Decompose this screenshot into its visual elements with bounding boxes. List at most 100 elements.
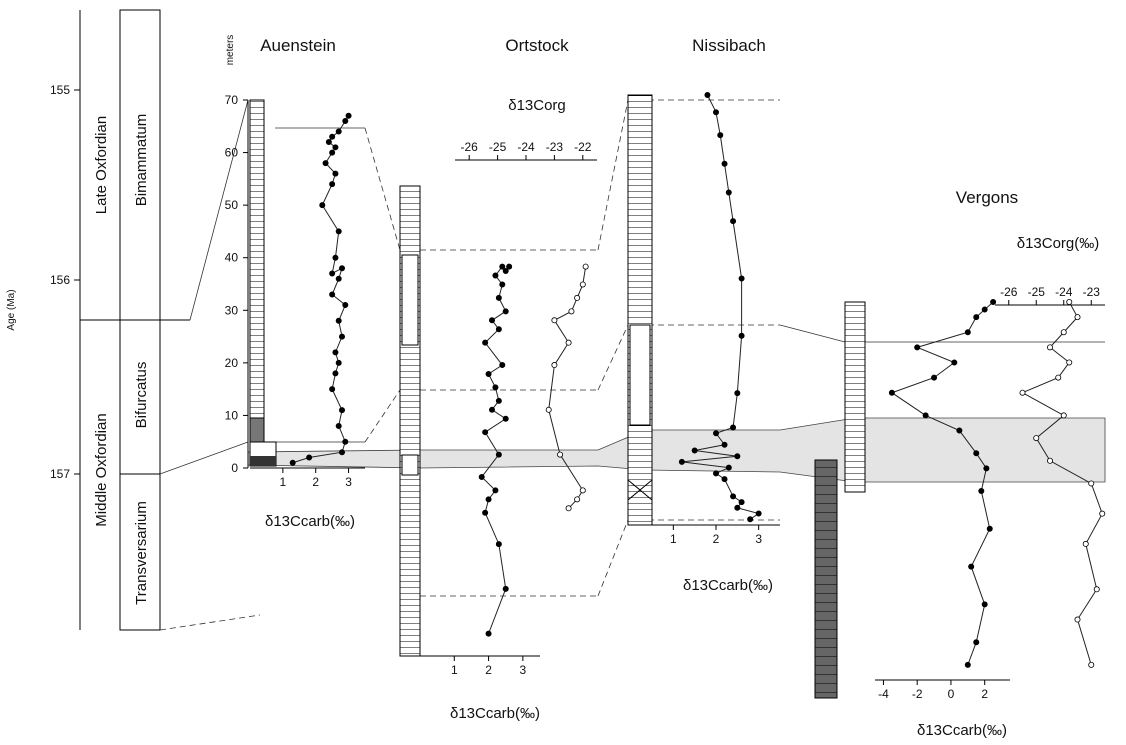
data-point bbox=[717, 132, 724, 139]
data-point bbox=[1088, 480, 1095, 487]
data-point bbox=[1060, 329, 1067, 336]
data-point bbox=[551, 317, 558, 324]
data-point bbox=[730, 218, 737, 225]
stage-late-oxfordian: Late Oxfordian bbox=[93, 116, 110, 214]
data-point bbox=[499, 362, 506, 369]
data-point bbox=[964, 329, 971, 336]
data-point bbox=[1066, 359, 1073, 366]
data-point bbox=[557, 451, 564, 458]
correlation-lines bbox=[159, 99, 1105, 631]
title-auenstein: Auenstein bbox=[260, 36, 336, 55]
data-point bbox=[734, 504, 741, 511]
data-point bbox=[488, 317, 495, 324]
nissibach-column bbox=[627, 94, 653, 526]
x-tick-label: 3 bbox=[755, 532, 762, 546]
data-point bbox=[502, 308, 509, 315]
data-point bbox=[914, 344, 921, 351]
data-point bbox=[338, 407, 345, 414]
ortstock-xlabel: δ13Ccarb(‰) bbox=[450, 705, 540, 722]
data-point bbox=[721, 160, 728, 167]
data-point bbox=[1099, 510, 1106, 517]
data-point bbox=[1047, 457, 1054, 464]
series-carb bbox=[289, 112, 352, 466]
data-point bbox=[922, 412, 929, 419]
data-point bbox=[738, 332, 745, 339]
data-point bbox=[1047, 344, 1054, 351]
stage-middle-oxfordian: Middle Oxfordian bbox=[93, 413, 110, 526]
data-point bbox=[755, 510, 762, 517]
x-tick-label: -22 bbox=[574, 140, 592, 154]
data-point bbox=[747, 516, 754, 523]
data-point bbox=[968, 563, 975, 570]
data-point bbox=[721, 476, 728, 483]
data-point bbox=[721, 441, 728, 448]
data-point bbox=[335, 422, 342, 429]
x-tick-label: -25 bbox=[489, 140, 507, 154]
x-tick-label: -25 bbox=[1028, 285, 1046, 299]
data-point bbox=[964, 661, 971, 668]
title-vergons: Vergons bbox=[956, 188, 1018, 207]
data-point bbox=[482, 509, 489, 516]
x-tick-label: -26 bbox=[461, 140, 479, 154]
data-point bbox=[579, 281, 586, 288]
x-tick-label: -26 bbox=[1000, 285, 1018, 299]
panel-ortstock: 1 2 3 -26 -25 -24 -23 -22 bbox=[420, 140, 597, 677]
data-point bbox=[734, 390, 741, 397]
panel-vergons: -4 -2 0 2 -26 -25 -24 -23 bbox=[875, 285, 1105, 701]
x-tick-label: 1 bbox=[670, 532, 677, 546]
data-point bbox=[725, 189, 732, 196]
meter-tick-label: 10 bbox=[225, 408, 239, 422]
data-point bbox=[545, 406, 552, 413]
x-tick-label: 2 bbox=[485, 663, 492, 677]
data-point bbox=[335, 228, 342, 235]
data-point bbox=[289, 459, 296, 466]
data-point bbox=[713, 470, 720, 477]
data-point bbox=[574, 496, 581, 503]
series-org bbox=[1019, 298, 1106, 668]
data-point bbox=[499, 263, 506, 270]
data-point bbox=[499, 281, 506, 288]
data-point bbox=[485, 496, 492, 503]
data-point bbox=[956, 427, 963, 434]
data-point bbox=[495, 451, 502, 458]
data-point bbox=[485, 370, 492, 377]
x-tick-label: 3 bbox=[345, 475, 352, 489]
data-point bbox=[329, 181, 336, 188]
data-point bbox=[488, 406, 495, 413]
data-point bbox=[329, 270, 336, 277]
meter-tick-label: 50 bbox=[225, 198, 239, 212]
data-point bbox=[978, 487, 985, 494]
data-point bbox=[981, 601, 988, 608]
data-point bbox=[332, 254, 339, 261]
data-point bbox=[502, 415, 509, 422]
title-ortstock: Ortstock bbox=[505, 36, 569, 55]
data-point bbox=[1074, 314, 1081, 321]
correlation-band bbox=[247, 417, 1106, 483]
data-point bbox=[973, 450, 980, 457]
data-point bbox=[1093, 586, 1100, 593]
data-point bbox=[492, 272, 499, 279]
meters-label: meters bbox=[225, 35, 236, 66]
data-point bbox=[338, 265, 345, 272]
data-point bbox=[582, 263, 589, 270]
data-point bbox=[713, 430, 720, 437]
data-point bbox=[574, 294, 581, 301]
data-point bbox=[691, 447, 698, 454]
data-point bbox=[342, 118, 349, 125]
data-point bbox=[329, 149, 336, 156]
meter-tick-label: 30 bbox=[225, 303, 239, 317]
x-tick-label: 0 bbox=[948, 687, 955, 701]
data-point bbox=[338, 449, 345, 456]
data-point bbox=[332, 349, 339, 356]
meter-tick-label: 70 bbox=[225, 93, 239, 107]
series-org bbox=[545, 263, 589, 512]
data-point bbox=[482, 429, 489, 436]
vergons-org-label: δ13Corg(‰) bbox=[1017, 235, 1100, 252]
data-point bbox=[338, 333, 345, 340]
age-scale: 155 156 157 Age (Ma) Late Oxfordian Midd… bbox=[6, 9, 190, 631]
data-point bbox=[1033, 435, 1040, 442]
x-tick-label: -23 bbox=[1083, 285, 1101, 299]
data-point bbox=[325, 139, 332, 146]
meter-tick-label: 60 bbox=[225, 146, 239, 160]
